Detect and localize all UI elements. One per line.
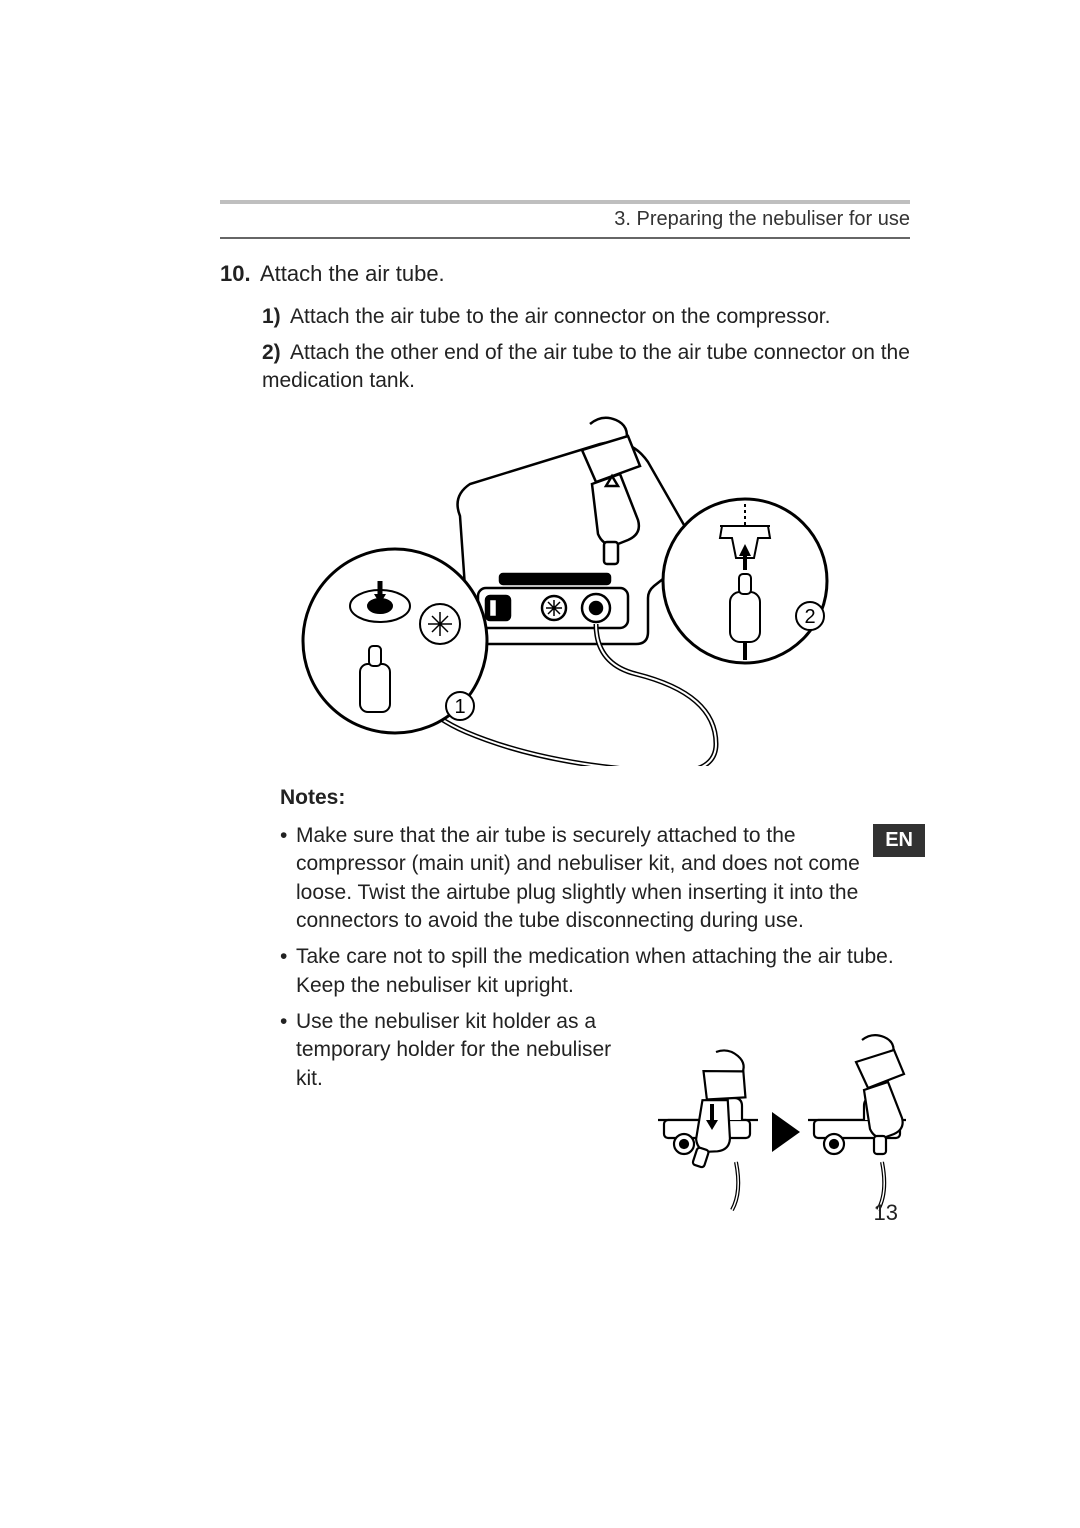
substep-2: 2)Attach the other end of the air tube t… (262, 339, 910, 396)
arrow-right-icon (772, 1112, 800, 1152)
substep-2-text: Attach the other end of the air tube to … (262, 341, 910, 392)
step-number: 10. (220, 259, 260, 289)
manual-page: 3. Preparing the nebuliser for use 10.At… (0, 0, 1080, 1528)
substep-1-num: 1) (262, 303, 290, 331)
callout-1-label: 1 (454, 696, 465, 718)
notes-heading: Notes: (280, 784, 910, 812)
figure-holder (650, 1012, 910, 1220)
page-number: 13 (874, 1200, 898, 1226)
notes-list: Make sure that the air tube is securely … (280, 822, 910, 1093)
figure-air-tube-assembly: 1 2 (290, 406, 830, 766)
note-item-1: Make sure that the air tube is securely … (280, 822, 910, 935)
substeps: 1)Attach the air tube to the air connect… (262, 303, 910, 396)
step-title: Attach the air tube. (260, 261, 445, 286)
holder-illustration-icon (650, 1012, 910, 1212)
note-item-3: Use the nebuliser kit holder as a tempor… (280, 1008, 910, 1093)
substep-2-num: 2) (262, 339, 290, 367)
substep-1-text: Attach the air tube to the air connector… (290, 305, 830, 328)
note-item-3-text: Use the nebuliser kit holder as a tempor… (296, 1010, 611, 1090)
section-header: 3. Preparing the nebuliser for use (220, 208, 910, 239)
assembly-illustration-icon: 1 2 (290, 406, 830, 766)
callout-2-label: 2 (804, 606, 815, 628)
notes-block: Notes: Make sure that the air tube is se… (280, 784, 910, 1093)
substep-1: 1)Attach the air tube to the air connect… (262, 303, 910, 331)
header-rule-light (220, 200, 910, 204)
note-item-2: Take care not to spill the medication wh… (280, 943, 910, 1000)
step-10: 10.Attach the air tube. 1)Attach the air… (220, 259, 910, 396)
